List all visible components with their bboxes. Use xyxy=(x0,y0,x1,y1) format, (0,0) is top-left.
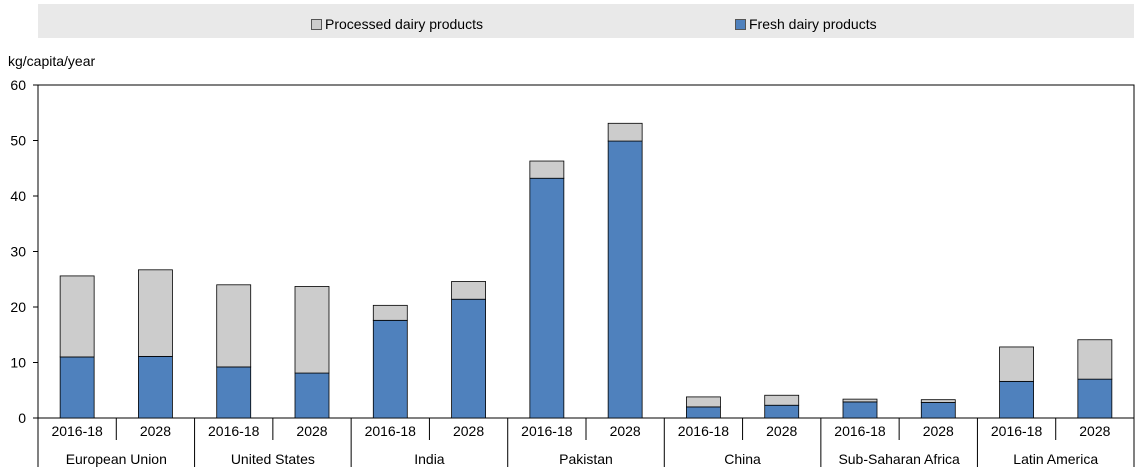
bar-segment[interactable] xyxy=(216,284,252,368)
group-label: United States xyxy=(231,451,315,467)
x-tick-label: 2028 xyxy=(296,423,327,439)
y-axis-label: kg/capita/year xyxy=(8,53,96,69)
y-tick-label: 10 xyxy=(10,355,26,371)
bar-segment[interactable] xyxy=(216,366,252,419)
group-label: China xyxy=(724,451,761,467)
legend-item-processed[interactable]: Processed dairy products xyxy=(311,16,483,32)
bar-segment[interactable] xyxy=(451,298,486,419)
legend-swatch-fresh xyxy=(735,18,746,30)
bar-segment[interactable] xyxy=(686,396,721,408)
bar-segment[interactable] xyxy=(999,346,1034,382)
bar-segment[interactable] xyxy=(686,406,721,419)
bar-segment[interactable] xyxy=(138,355,173,419)
group-label: Sub-Saharan Africa xyxy=(838,451,960,467)
bar-segment[interactable] xyxy=(842,398,878,403)
y-tick-label: 40 xyxy=(10,188,26,204)
group-label: European Union xyxy=(66,451,167,467)
x-tick-label: 2016-18 xyxy=(51,423,103,439)
bar-segment[interactable] xyxy=(764,394,800,406)
bar-segment[interactable] xyxy=(59,356,95,419)
legend-label-fresh: Fresh dairy products xyxy=(749,16,877,32)
x-tick-label: 2028 xyxy=(1079,423,1110,439)
legend-label-processed: Processed dairy products xyxy=(325,16,483,32)
x-tick-label: 2016-18 xyxy=(365,423,417,439)
plot-area-frame xyxy=(37,84,1135,419)
bar-segment[interactable] xyxy=(1077,339,1113,380)
bar-segment[interactable] xyxy=(999,380,1034,419)
bar-segment[interactable] xyxy=(529,160,565,179)
bar-segment[interactable] xyxy=(372,304,408,321)
y-tick-label: 0 xyxy=(18,410,26,426)
bar-segment[interactable] xyxy=(764,404,800,419)
x-tick-label: 2016-18 xyxy=(678,423,730,439)
bar-segment[interactable] xyxy=(294,372,330,419)
x-tick-label: 2028 xyxy=(453,423,484,439)
y-tick-label: 50 xyxy=(10,133,26,149)
bar-segment[interactable] xyxy=(138,269,173,357)
y-tick-label: 30 xyxy=(10,244,26,260)
x-tick-label: 2028 xyxy=(923,423,954,439)
bar-segment[interactable] xyxy=(294,286,330,374)
x-tick-label: 2016-18 xyxy=(991,423,1043,439)
x-tick-label: 2016-18 xyxy=(834,423,886,439)
y-tick-label: 20 xyxy=(10,299,26,315)
bar-segment[interactable] xyxy=(607,122,643,142)
legend-item-fresh[interactable]: Fresh dairy products xyxy=(735,16,877,32)
bar-segment[interactable] xyxy=(451,281,486,300)
x-tick-label: 2028 xyxy=(766,423,797,439)
group-label: India xyxy=(414,451,445,467)
bar-segment[interactable] xyxy=(1077,378,1113,419)
x-tick-label: 2028 xyxy=(140,423,171,439)
x-tick-label: 2016-18 xyxy=(208,423,260,439)
legend-swatch-processed xyxy=(311,18,322,30)
bar-segment[interactable] xyxy=(529,177,565,419)
bar-segment[interactable] xyxy=(920,399,956,403)
x-tick-label: 2028 xyxy=(610,423,641,439)
bar-segment[interactable] xyxy=(842,401,878,419)
x-tick-label: 2016-18 xyxy=(521,423,573,439)
y-tick-label: 60 xyxy=(10,77,26,93)
bar-segment[interactable] xyxy=(372,319,408,419)
group-label: Pakistan xyxy=(559,451,613,467)
bar-segment[interactable] xyxy=(59,275,95,358)
group-label: Latin America xyxy=(1013,451,1098,467)
bar-segment[interactable] xyxy=(607,140,643,419)
legend: Processed dairy products Fresh dairy pro… xyxy=(38,4,1134,38)
bar-segment[interactable] xyxy=(920,402,956,419)
